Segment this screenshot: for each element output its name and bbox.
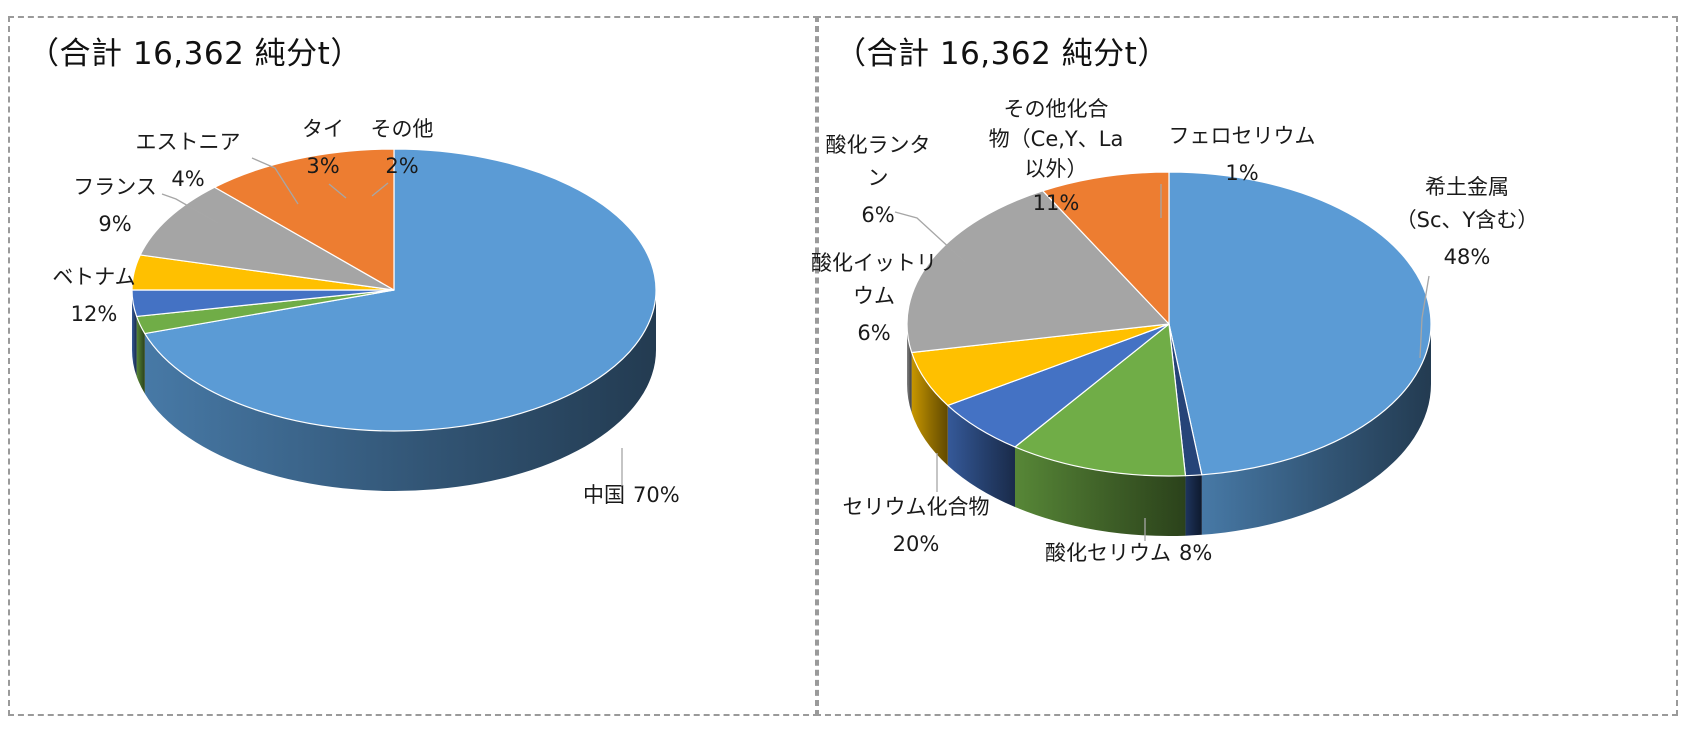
slice-label-1: その他 2% <box>371 117 434 178</box>
slice-name: ベトナム <box>52 265 135 289</box>
slice-name: セリウム化合物 <box>843 495 990 519</box>
slice-percent: 48% <box>1444 245 1491 269</box>
slice-name-line: フェロセリウム <box>1169 124 1316 148</box>
slice-label-1: フェロセリウム 1% <box>1169 124 1316 185</box>
slice-percent: 8% <box>1179 541 1212 565</box>
slice-name-line: （Sc、Y含む） <box>1396 208 1539 232</box>
leader-line <box>328 183 347 199</box>
slice-label-6: 酸化セリウム 8% <box>1045 541 1212 565</box>
slice-2-side <box>132 290 137 377</box>
slice-1-side <box>136 316 145 394</box>
slice-label-0: 中国 70% <box>583 483 680 507</box>
slice-name-line: ベトナム <box>52 265 135 289</box>
slice-name-line: 中国 <box>583 483 625 507</box>
slice-name-line: フランス <box>73 175 157 199</box>
slice-name-line: 酸化セリウム <box>1045 541 1171 565</box>
slice-percent: 1% <box>1225 161 1258 185</box>
leader-line <box>371 182 389 197</box>
slice-name-line: セリウム化合物 <box>843 495 990 519</box>
slice-0 <box>1168 171 1432 476</box>
slice-percent: 9% <box>98 212 131 236</box>
slice-percent: 20% <box>893 532 940 556</box>
slice-label-4: フランス 9% <box>73 175 157 236</box>
slice-name-line: 希土金属 <box>1425 175 1509 199</box>
slice-4-side <box>911 352 948 466</box>
pie-top-faces <box>906 171 1432 477</box>
leader-line <box>894 211 966 263</box>
slice-percent: 11% <box>1033 191 1080 215</box>
slice-label-2: タイ 3% <box>302 117 344 178</box>
chart-panel-left: （合計 16,362 純分t） 中国 70% その他 2% タイ 3% エストニア 4% フラン… <box>8 16 819 716</box>
slice-percent: 2% <box>385 154 418 178</box>
slice-label-0: 希土金属 （Sc、Y含む） 48% <box>1396 175 1539 269</box>
slice-label-3: エストニア 4% <box>136 130 241 191</box>
slice-name: フェロセリウム <box>1169 124 1316 148</box>
slice-percent: 70% <box>633 483 680 507</box>
slice-percent: 3% <box>306 154 339 178</box>
slice-3-side <box>947 405 1016 507</box>
slice-name-line: 以外） <box>1025 157 1088 181</box>
slice-percent: 4% <box>171 167 204 191</box>
slice-0-side <box>144 290 657 492</box>
slice-label-4: 酸化イットリウム 6% <box>811 251 937 345</box>
slice-name-line: タイ <box>302 117 344 141</box>
slice-6 <box>1042 171 1170 325</box>
pie-chart-left: 中国 70% その他 2% タイ 3% エストニア 4% フランス 9% ベトナム 12% <box>52 117 680 507</box>
slice-0 <box>144 148 657 432</box>
slice-label-3: 酸化ランタン 6% <box>826 133 931 227</box>
slice-label-5: セリウム化合物 20% <box>843 495 990 556</box>
slice-name: 酸化イットリウム <box>811 251 937 308</box>
slice-2 <box>1014 323 1187 477</box>
slice-name: その他化合物（Ce,Y、La 以外） <box>989 97 1124 181</box>
slice-name: エストニア <box>136 130 241 154</box>
slice-5-side <box>907 324 912 413</box>
slice-percent: 12% <box>71 302 118 326</box>
slice-name: その他 <box>371 117 434 141</box>
pie-top-faces <box>131 148 657 432</box>
slice-percent: 6% <box>857 321 890 345</box>
slice-2-side <box>1015 446 1186 536</box>
slice-name-line: ウム <box>853 284 895 308</box>
slice-name: 希土金属 （Sc、Y含む） <box>1396 175 1539 232</box>
pie-side-walls <box>907 324 1431 536</box>
chart-panel-right: （合計 16,362 純分t） 希土金属 （Sc、Y含む） 48% フェロセリウム 1%… <box>811 16 1678 716</box>
chart-title-left: （合計 16,362 純分t） <box>28 36 362 72</box>
slice-name-line: 物（Ce,Y、La <box>989 127 1124 151</box>
slice-name: タイ <box>302 117 344 141</box>
slice-name: フランス <box>73 175 157 199</box>
pie-chart-right: 希土金属 （Sc、Y含む） 48% フェロセリウム 1% その他化合物（Ce,Y、La 以外… <box>811 97 1539 565</box>
leader-line <box>161 193 219 224</box>
slice-4 <box>139 186 395 291</box>
slice-5 <box>214 148 395 291</box>
slice-0-side <box>1201 324 1431 535</box>
slice-name-line: ン <box>868 166 889 190</box>
leader-line <box>251 157 299 205</box>
slice-name: 酸化ランタン <box>826 133 931 190</box>
slice-5 <box>906 190 1170 354</box>
slice-percent: 6% <box>861 203 894 227</box>
slice-label-2: その他化合物（Ce,Y、La 以外） 11% <box>989 97 1124 215</box>
pie-side-walls <box>132 290 657 492</box>
slice-label-5: ベトナム 12% <box>52 265 135 326</box>
slice-name-line: その他 <box>371 117 434 141</box>
chart-title-right: （合計 16,362 純分t） <box>835 36 1169 72</box>
slice-name-line: 酸化イットリ <box>811 251 937 275</box>
slice-name: 酸化セリウム 8% <box>1045 541 1212 565</box>
slice-name-line: その他化合 <box>1004 97 1109 121</box>
slice-name: 中国 70% <box>583 483 680 507</box>
slice-1-side <box>1185 474 1202 536</box>
slice-name-line: エストニア <box>136 130 241 154</box>
leader-line <box>1419 275 1430 359</box>
slice-name-line: 酸化ランタ <box>826 133 931 157</box>
